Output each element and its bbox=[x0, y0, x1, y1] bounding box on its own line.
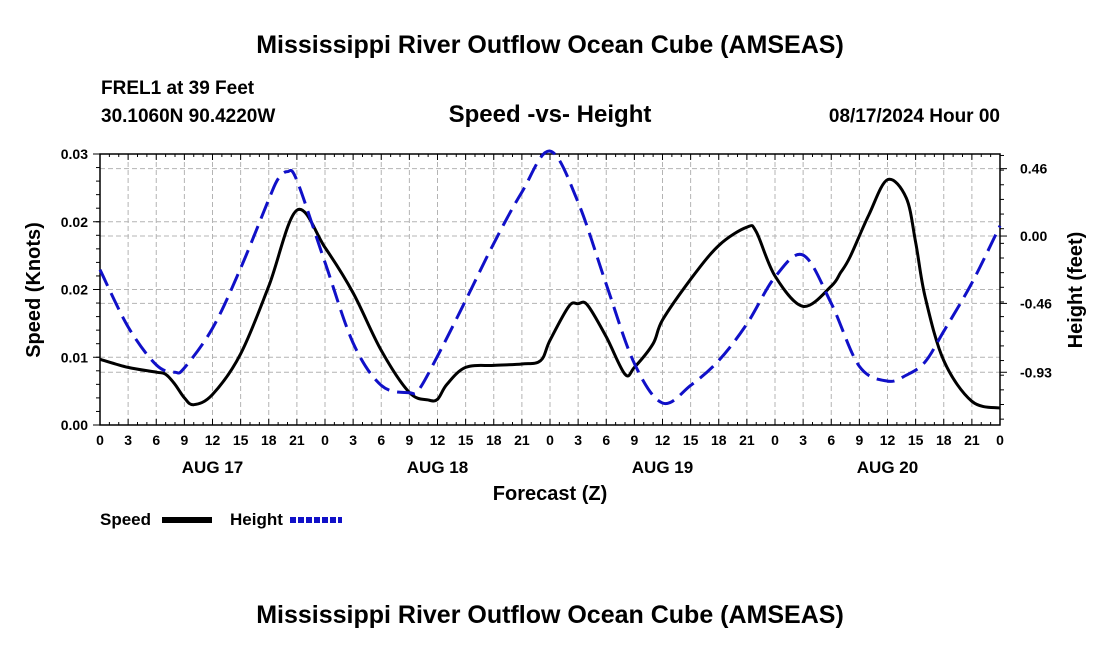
x-tick-label: 3 bbox=[124, 432, 132, 448]
legend-height-label: Height bbox=[230, 510, 283, 529]
x-axis-label: Forecast (Z) bbox=[493, 483, 607, 505]
x-tick-label: 6 bbox=[152, 432, 160, 448]
y2-tick-label: 0.46 bbox=[1020, 161, 1047, 177]
chart-title: Mississippi River Outflow Ocean Cube (AM… bbox=[256, 31, 844, 59]
y-tick-label: 0.02 bbox=[61, 214, 88, 230]
x-tick-label: 21 bbox=[289, 432, 305, 448]
x-tick-label: 0 bbox=[546, 432, 554, 448]
axis-layer: 0 3 6 9 12 15 18 21 0 3 6 9 12 15 18 21 0 3 6 9 12 15 18 21 0 3 6 9… bbox=[61, 146, 1052, 477]
x-tick-label: 9 bbox=[405, 432, 413, 448]
x-tick-label: 12 bbox=[880, 432, 896, 448]
x-tick-label: 15 bbox=[683, 432, 699, 448]
x-tick-label: 6 bbox=[602, 432, 610, 448]
x-tick-label: 15 bbox=[233, 432, 249, 448]
x-tick-label: 15 bbox=[458, 432, 474, 448]
x-tick-label: 0 bbox=[996, 432, 1004, 448]
x-tick-label: 0 bbox=[96, 432, 104, 448]
x-tick-label: 18 bbox=[486, 432, 502, 448]
y2-tick-label: -0.93 bbox=[1020, 364, 1052, 380]
legend-speed-label: Speed bbox=[100, 510, 151, 529]
x-tick-label: 18 bbox=[936, 432, 952, 448]
x-tick-label: 3 bbox=[574, 432, 582, 448]
date-label: AUG 17 bbox=[182, 458, 243, 477]
x-tick-label: 0 bbox=[321, 432, 329, 448]
x-tick-label: 21 bbox=[514, 432, 530, 448]
footer-title: Mississippi River Outflow Ocean Cube (AM… bbox=[256, 601, 844, 629]
x-tick-label: 3 bbox=[799, 432, 807, 448]
date-label: AUG 19 bbox=[632, 458, 693, 477]
y-tick-label: 0.00 bbox=[61, 417, 88, 433]
date-label: AUG 20 bbox=[857, 458, 918, 477]
date-label: AUG 18 bbox=[407, 458, 468, 477]
speed-series-line bbox=[99, 177, 1001, 410]
y-axis-label: Speed (Knots) bbox=[23, 222, 45, 358]
y-tick-label: 0.02 bbox=[61, 282, 88, 298]
y2-tick-label: 0.00 bbox=[1020, 228, 1047, 244]
x-tick-label: 3 bbox=[349, 432, 357, 448]
x-tick-label: 15 bbox=[908, 432, 924, 448]
y-tick-label: 0.01 bbox=[61, 349, 88, 365]
chart-subtitle: Speed -vs- Height bbox=[448, 101, 652, 128]
x-tick-label: 18 bbox=[711, 432, 727, 448]
y2-tick-label: -0.46 bbox=[1020, 295, 1052, 311]
x-tick-label: 12 bbox=[655, 432, 671, 448]
x-tick-label: 21 bbox=[964, 432, 980, 448]
y2-axis-label: Height (feet) bbox=[1065, 232, 1087, 349]
x-tick-label: 6 bbox=[377, 432, 385, 448]
x-tick-label: 9 bbox=[630, 432, 638, 448]
x-tick-label: 0 bbox=[771, 432, 779, 448]
x-tick-label: 12 bbox=[205, 432, 221, 448]
x-tick-label: 6 bbox=[827, 432, 835, 448]
location-label: 30.1060N 90.4220W bbox=[101, 106, 276, 127]
series-layer bbox=[98, 149, 1002, 410]
grid-layer bbox=[100, 154, 1000, 425]
y-tick-label: 0.03 bbox=[61, 146, 88, 162]
datetime-label: 08/17/2024 Hour 00 bbox=[828, 106, 1000, 127]
x-tick-label: 12 bbox=[430, 432, 446, 448]
x-tick-label: 9 bbox=[180, 432, 188, 448]
x-tick-label: 9 bbox=[855, 432, 863, 448]
station-label: FREL1 at 39 Feet bbox=[101, 78, 255, 99]
height-series-line bbox=[98, 149, 1002, 406]
x-tick-label: 21 bbox=[739, 432, 755, 448]
legend: Speed Height bbox=[100, 510, 342, 529]
x-tick-label: 18 bbox=[261, 432, 277, 448]
